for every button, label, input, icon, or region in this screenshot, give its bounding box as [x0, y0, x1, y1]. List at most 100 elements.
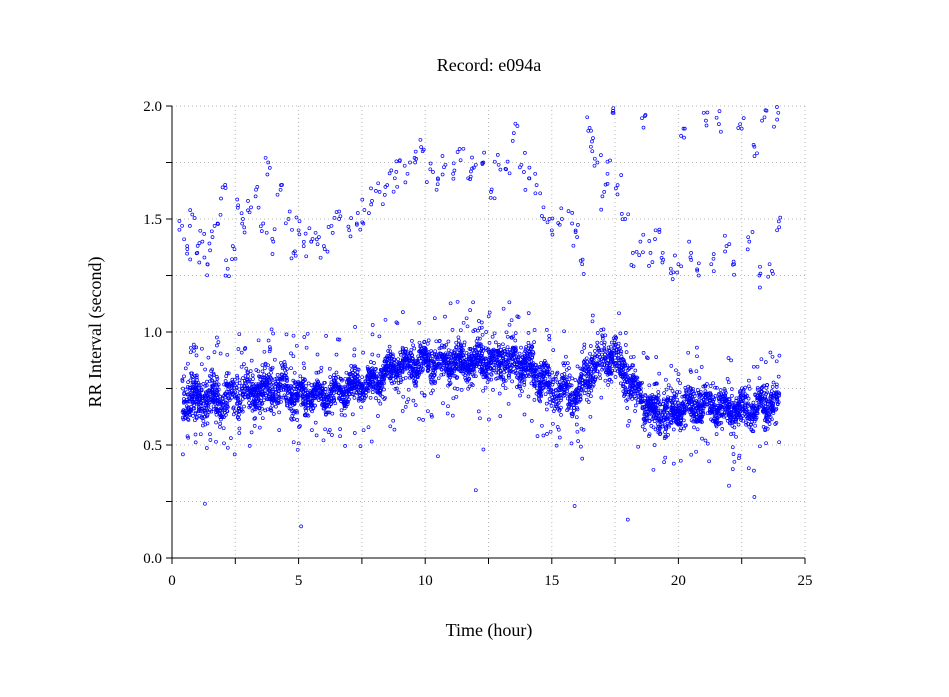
data-point — [699, 365, 704, 369]
data-point — [609, 344, 613, 349]
data-point — [186, 361, 190, 366]
data-point — [249, 205, 253, 210]
data-point — [588, 351, 592, 356]
data-point — [326, 410, 330, 415]
data-point — [585, 115, 590, 120]
data-point — [289, 366, 293, 371]
data-point — [487, 310, 492, 315]
data-point — [223, 183, 228, 187]
data-point — [278, 376, 282, 381]
data-point — [199, 362, 204, 367]
data-point — [270, 389, 275, 394]
data-point — [623, 379, 628, 384]
data-point — [509, 318, 514, 323]
data-point — [329, 380, 334, 385]
data-point — [689, 452, 694, 457]
data-point — [262, 349, 267, 354]
data-point — [385, 183, 390, 187]
data-point — [771, 401, 775, 406]
data-point — [181, 452, 185, 457]
data-point — [225, 352, 230, 357]
data-point — [537, 373, 542, 377]
data-point — [519, 345, 523, 350]
data-point — [395, 386, 399, 391]
data-point — [666, 383, 671, 388]
data-point — [376, 398, 381, 403]
data-point — [556, 427, 561, 432]
data-point — [218, 425, 222, 429]
data-point — [497, 344, 501, 349]
data-point — [315, 352, 320, 357]
data-point — [214, 439, 218, 444]
data-point — [435, 182, 440, 187]
data-point — [353, 325, 357, 329]
data-point — [465, 324, 470, 329]
data-point — [559, 396, 564, 401]
data-point — [314, 237, 319, 242]
data-point — [182, 237, 186, 242]
data-point — [200, 239, 205, 244]
data-point — [426, 338, 431, 343]
data-point — [275, 373, 280, 377]
data-point — [185, 251, 189, 256]
data-point — [402, 163, 407, 168]
data-point — [230, 244, 235, 248]
data-point — [576, 439, 580, 443]
data-point — [188, 208, 193, 212]
data-point — [458, 328, 463, 333]
data-point — [387, 344, 392, 349]
data-point — [634, 249, 639, 254]
data-point — [249, 358, 254, 363]
data-point — [532, 398, 537, 402]
data-point — [755, 364, 760, 369]
data-point — [442, 344, 447, 348]
data-point — [183, 387, 188, 392]
data-point — [694, 449, 698, 454]
data-point — [718, 388, 723, 392]
data-point — [202, 255, 207, 260]
data-point — [600, 352, 604, 357]
data-point — [482, 150, 486, 155]
data-point — [214, 420, 218, 425]
data-point — [695, 427, 700, 432]
data-point — [304, 345, 309, 350]
data-point — [454, 340, 459, 345]
data-point — [480, 332, 485, 337]
data-point — [192, 348, 196, 353]
data-point — [428, 374, 433, 379]
data-point — [770, 354, 775, 359]
data-point — [678, 458, 683, 463]
data-point — [227, 396, 232, 401]
data-point — [237, 378, 242, 383]
data-point — [338, 427, 342, 431]
data-point — [235, 197, 240, 202]
data-point — [486, 314, 491, 319]
data-point — [605, 171, 610, 176]
data-point — [455, 299, 460, 304]
data-point — [599, 341, 604, 345]
data-point — [269, 327, 274, 332]
data-point — [740, 386, 744, 391]
data-point — [501, 306, 506, 311]
data-point — [368, 360, 373, 364]
data-point — [334, 352, 339, 357]
data-point — [549, 404, 554, 408]
data-point — [301, 240, 306, 244]
data-point — [431, 170, 435, 174]
data-point — [370, 323, 375, 327]
data-point — [209, 229, 214, 234]
data-point — [425, 341, 430, 346]
data-point — [589, 388, 594, 393]
data-point — [241, 376, 245, 380]
data-point — [215, 376, 220, 381]
data-point — [289, 256, 294, 261]
data-point — [418, 137, 423, 142]
data-point — [487, 341, 492, 345]
data-point — [390, 381, 394, 386]
data-point — [696, 388, 700, 392]
data-point — [582, 391, 587, 396]
data-point — [374, 396, 378, 400]
data-point — [510, 379, 514, 384]
data-point — [380, 202, 385, 207]
data-point — [619, 212, 624, 216]
